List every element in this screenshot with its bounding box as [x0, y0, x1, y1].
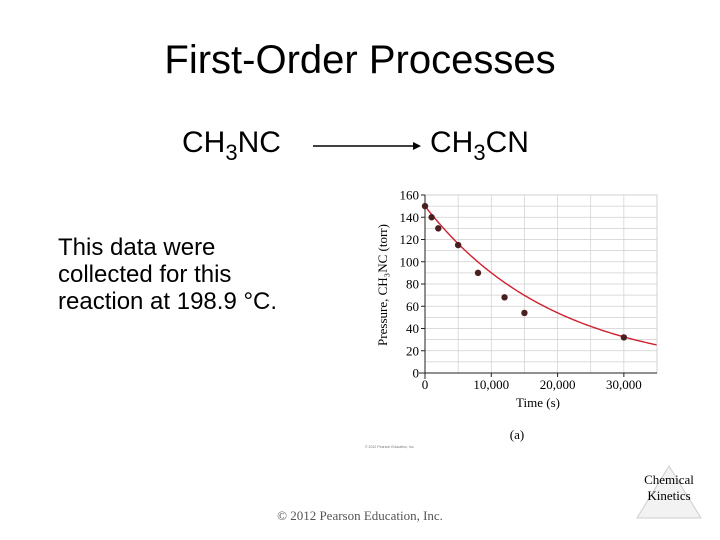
y-tick-label: 20 — [406, 343, 419, 358]
reactant-base: CH — [182, 126, 226, 159]
product-formula: CH3CN — [430, 126, 529, 165]
description-line-3: reaction at 198.9 °C. — [58, 288, 278, 315]
data-point — [501, 294, 508, 301]
badge-line-1: Chemical — [644, 472, 694, 487]
x-axis-label: Time (s) — [516, 395, 560, 410]
tick-labels: 0 20 40 60 80 100 120 140 160 0 10,000 20,000 30,000 — [400, 188, 642, 393]
data-point — [428, 214, 435, 221]
panel-label: (a) — [510, 427, 524, 442]
x-tick-label: 20,000 — [540, 377, 576, 392]
description-line-1: This data were — [58, 234, 216, 261]
description-line-2: collected for this — [58, 261, 232, 288]
chart-axes — [419, 194, 658, 379]
reactant-subscript: 3 — [225, 140, 238, 165]
y-tick-label: 120 — [400, 232, 420, 247]
description: This data were collected for this reacti… — [58, 234, 348, 315]
chart-small-print: © 2012 Pearson Education, Inc. — [365, 445, 414, 449]
product-base: CH — [430, 126, 474, 159]
x-tick-label: 30,000 — [606, 377, 642, 392]
y-axis-label: Pressure, CH₃NC (torr) — [375, 224, 390, 346]
y-tick-label: 40 — [406, 321, 419, 336]
badge-line-2: Kinetics — [647, 488, 691, 503]
data-point — [474, 269, 482, 277]
data-point — [421, 202, 429, 210]
data-points — [421, 202, 628, 341]
x-tick-label: 10,000 — [473, 377, 509, 392]
y-tick-label: 100 — [400, 254, 420, 269]
triangle-badge-icon — [636, 465, 702, 519]
y-tick-label: 140 — [400, 210, 420, 225]
slide-title: First-Order Processes — [164, 38, 556, 82]
pressure-time-chart: 0 20 40 60 80 100 120 140 160 0 10,000 20,000 30,000… — [365, 188, 658, 449]
y-tick-label: 60 — [406, 299, 419, 314]
reaction-arrow-icon — [313, 142, 421, 150]
y-tick-label: 0 — [413, 366, 420, 381]
data-point — [454, 241, 462, 249]
y-tick-label: 80 — [406, 277, 419, 292]
data-point — [521, 309, 528, 317]
product-subscript: 3 — [473, 140, 486, 165]
copyright: © 2012 Pearson Education, Inc. — [277, 508, 443, 523]
reactant-rest: NC — [237, 126, 281, 159]
x-tick-label: 0 — [422, 377, 429, 392]
reactant-formula: CH3NC — [182, 126, 281, 165]
data-point — [435, 225, 442, 232]
y-tick-label: 160 — [400, 188, 420, 203]
product-rest: CN — [485, 126, 529, 159]
data-point — [620, 334, 628, 341]
course-badge: Chemical Kinetics — [634, 472, 704, 504]
fit-curve — [424, 205, 658, 346]
chart-grid — [425, 194, 658, 373]
